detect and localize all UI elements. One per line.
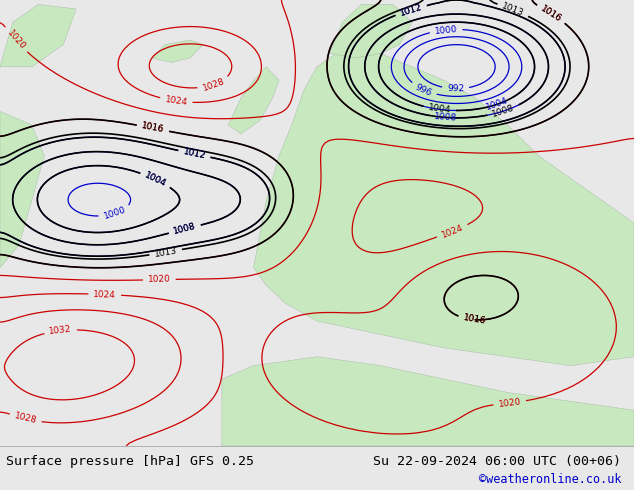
Polygon shape	[222, 357, 634, 446]
Text: 1008: 1008	[434, 112, 458, 123]
Text: 1016: 1016	[539, 4, 563, 24]
Text: 996: 996	[414, 82, 434, 98]
Text: 1020: 1020	[5, 28, 27, 51]
Polygon shape	[0, 112, 44, 268]
Text: 1008: 1008	[491, 103, 515, 119]
Text: 1016: 1016	[539, 4, 563, 24]
Text: 1024: 1024	[164, 95, 188, 107]
Text: 1013: 1013	[501, 1, 526, 18]
Text: 1012: 1012	[182, 147, 207, 161]
Text: 1013: 1013	[153, 246, 178, 259]
Text: 1016: 1016	[462, 313, 486, 326]
Text: 1004: 1004	[428, 103, 451, 115]
Text: 1008: 1008	[172, 222, 197, 236]
Polygon shape	[0, 4, 76, 67]
Text: 1024: 1024	[440, 223, 465, 240]
Polygon shape	[330, 4, 412, 58]
Text: 1020: 1020	[148, 275, 171, 284]
Text: 1016: 1016	[141, 122, 165, 135]
Polygon shape	[228, 67, 279, 134]
Text: 1016: 1016	[462, 313, 486, 326]
Text: Su 22-09-2024 06:00 UTC (00+06): Su 22-09-2024 06:00 UTC (00+06)	[373, 455, 621, 468]
Text: 1020: 1020	[498, 397, 522, 409]
Text: 1028: 1028	[13, 412, 37, 426]
Text: 1032: 1032	[49, 325, 72, 336]
Text: ©weatheronline.co.uk: ©weatheronline.co.uk	[479, 472, 621, 486]
Text: 1004: 1004	[485, 97, 509, 112]
Text: 1004: 1004	[143, 171, 168, 189]
Text: 1016: 1016	[141, 122, 165, 135]
Text: 1008: 1008	[172, 222, 197, 236]
Text: 992: 992	[447, 84, 464, 93]
Text: Surface pressure [hPa] GFS 0.25: Surface pressure [hPa] GFS 0.25	[6, 455, 254, 468]
Polygon shape	[254, 45, 634, 366]
Text: 1000: 1000	[434, 24, 458, 35]
Text: 1012: 1012	[399, 2, 424, 18]
Polygon shape	[152, 40, 203, 62]
Text: 1000: 1000	[102, 205, 127, 221]
Text: 1028: 1028	[201, 76, 226, 93]
Text: 1004: 1004	[143, 171, 168, 189]
Text: 1012: 1012	[399, 2, 424, 18]
Text: 1012: 1012	[182, 147, 207, 161]
Text: 1024: 1024	[93, 290, 116, 299]
